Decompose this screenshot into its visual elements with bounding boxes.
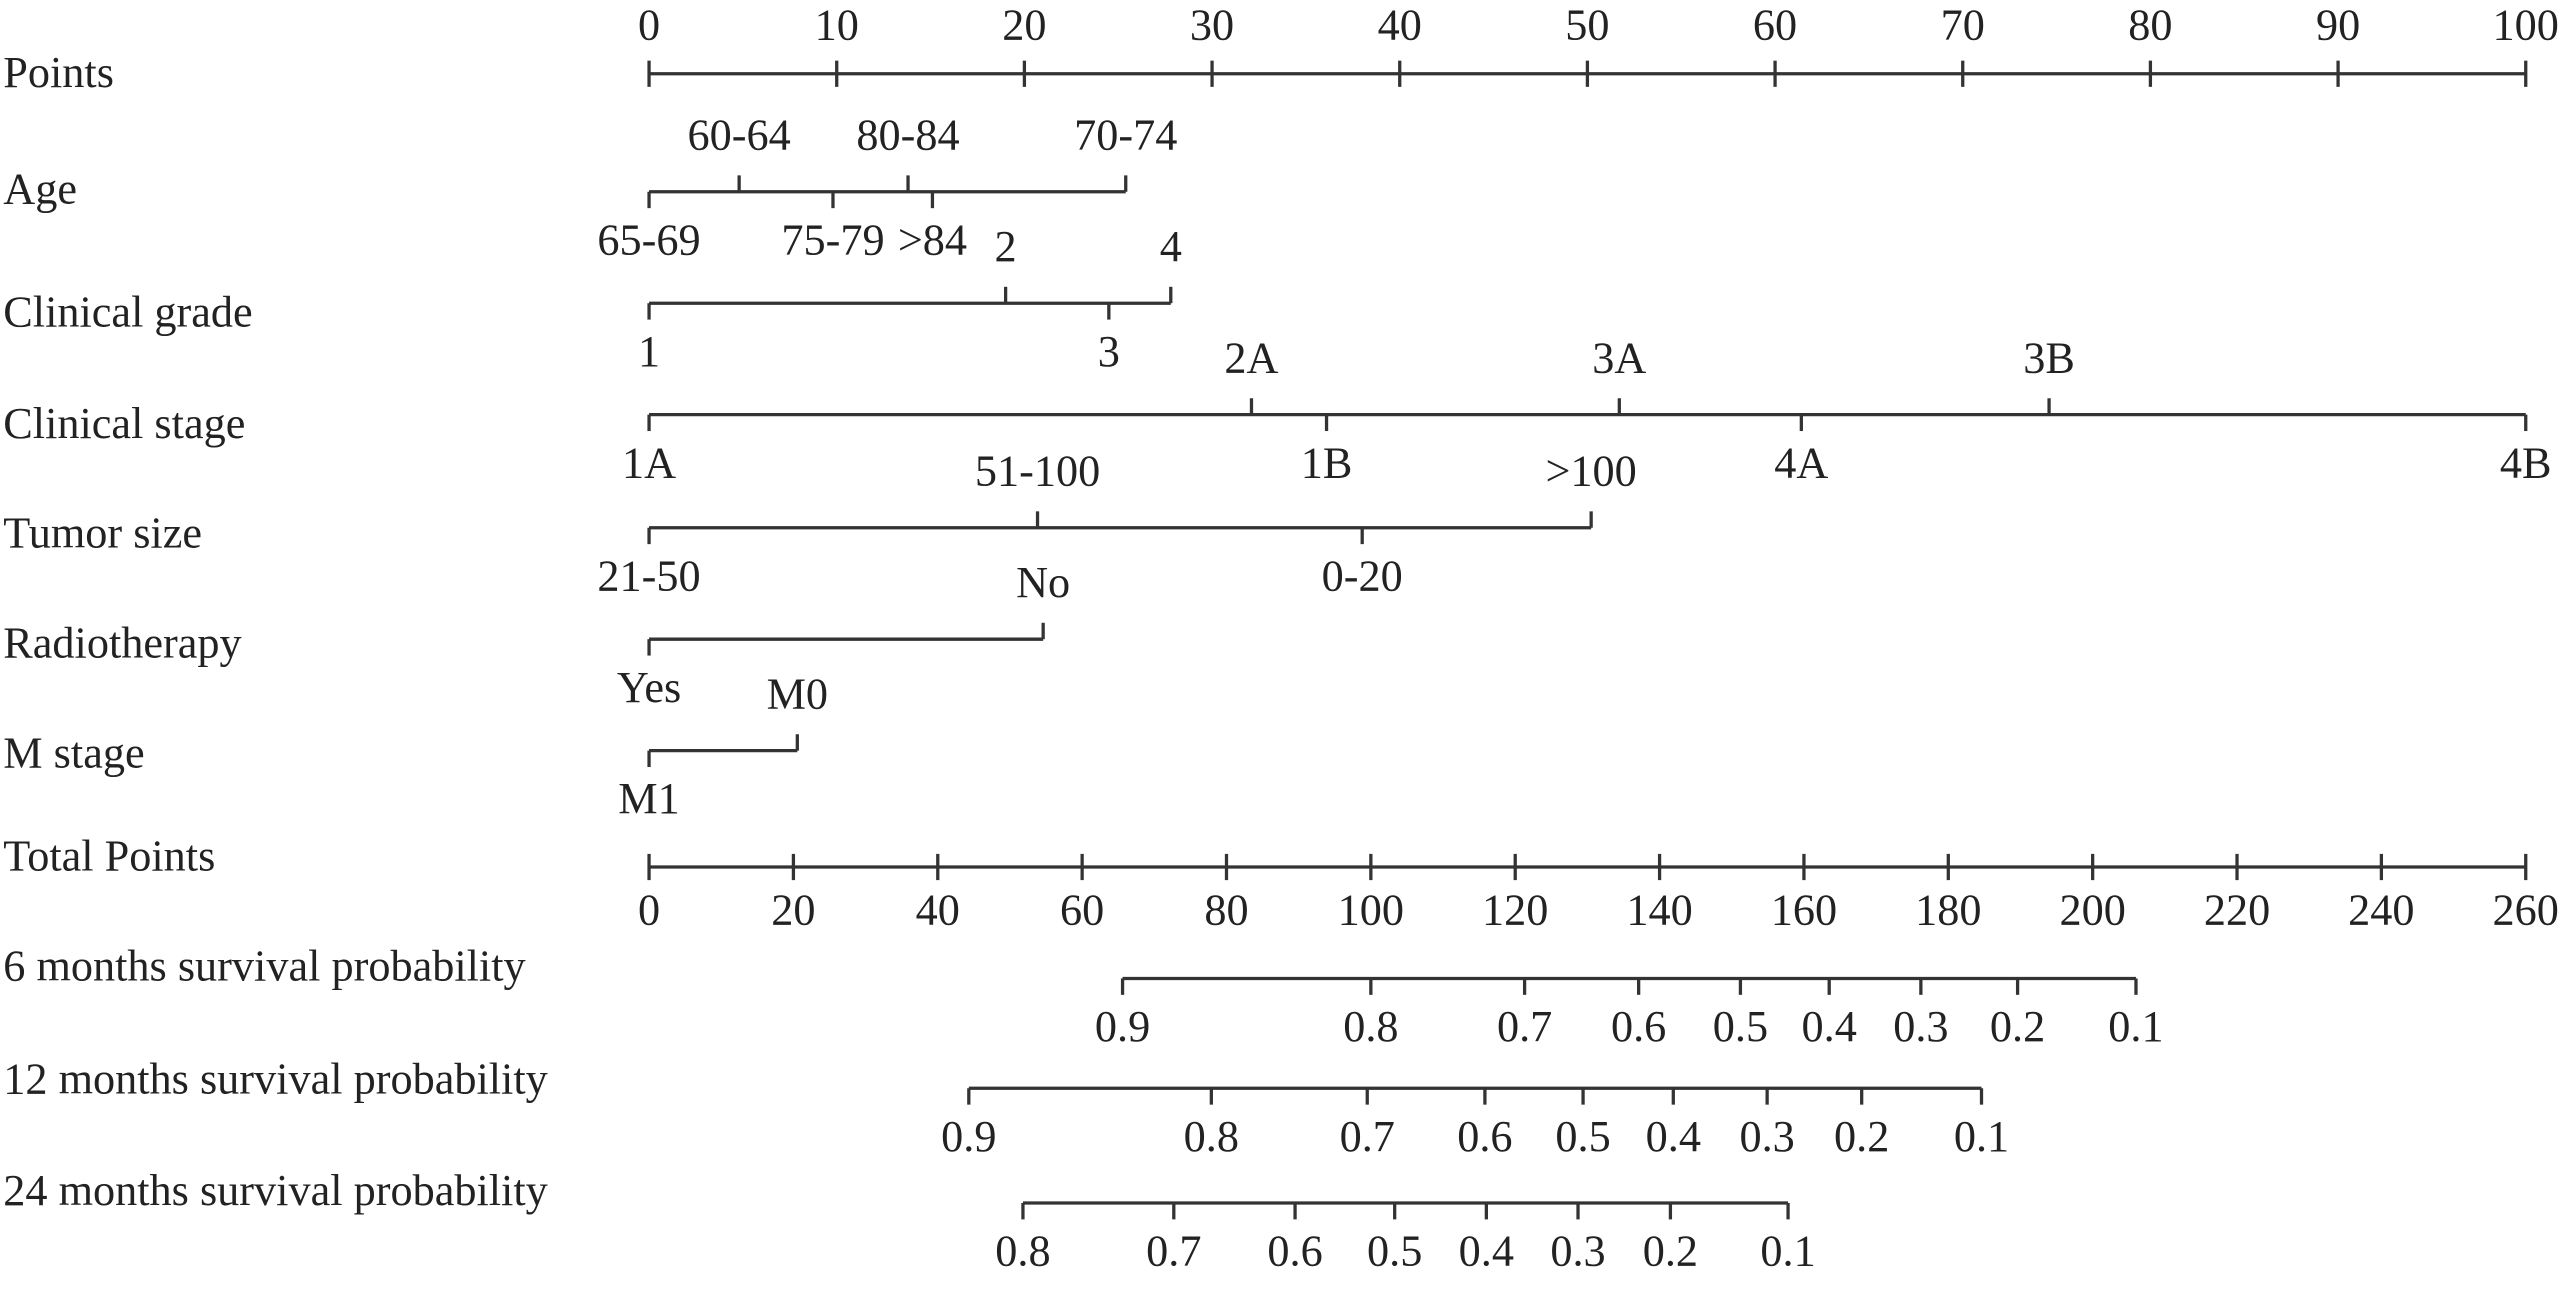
row-label: 12 months survival probability [3, 1055, 547, 1104]
probability-label: 0.1 [1760, 1227, 1815, 1276]
row-label: Total Points [3, 832, 215, 881]
probability-label: 0.8 [1343, 1002, 1398, 1051]
level-label: 3A [1592, 333, 1646, 382]
tick-label: 160 [1771, 886, 1837, 935]
level-label: 3 [1098, 327, 1120, 376]
probability-label: 0.1 [2108, 1002, 2163, 1051]
row-label: M stage [3, 728, 144, 777]
level-label: 0-20 [1322, 551, 1403, 600]
probability-label: 0.6 [1611, 1002, 1666, 1051]
probability-label: 0.7 [1146, 1227, 1201, 1276]
level-label: M1 [618, 774, 679, 823]
tick-label: 70 [1941, 1, 1985, 50]
probability-label: 0.7 [1497, 1002, 1552, 1051]
tick-label: 20 [1002, 1, 1046, 50]
level-label: 21-50 [597, 551, 700, 600]
level-label: Yes [617, 663, 681, 712]
tick-label: 220 [2204, 886, 2270, 935]
level-label: No [1016, 558, 1070, 607]
probability-label: 0.4 [1646, 1112, 1701, 1161]
tick-label: 30 [1190, 1, 1234, 50]
tick-label: 0 [638, 1, 660, 50]
tick-label: 0 [638, 886, 660, 935]
probability-label: 0.3 [1550, 1227, 1605, 1276]
tick-label: 180 [1915, 886, 1981, 935]
tick-label: 10 [815, 1, 859, 50]
row-label: Points [3, 48, 114, 97]
level-label: 4 [1160, 222, 1182, 271]
level-label: 2A [1224, 333, 1278, 382]
probability-label: 0.8 [995, 1227, 1050, 1276]
level-label: 1 [638, 327, 660, 376]
tick-label: 260 [2493, 886, 2559, 935]
level-label: M0 [767, 669, 828, 718]
level-label: 75-79 [781, 215, 884, 264]
probability-label: 0.6 [1457, 1112, 1512, 1161]
row-label: 24 months survival probability [3, 1166, 547, 1215]
row-label: Clinical stage [3, 399, 245, 448]
level-label: 80-84 [856, 110, 959, 159]
level-label: >100 [1545, 446, 1636, 495]
probability-label: 0.6 [1267, 1227, 1322, 1276]
probability-label: 0.9 [941, 1112, 996, 1161]
tick-label: 80 [2128, 1, 2172, 50]
tick-label: 120 [1482, 886, 1548, 935]
level-label: 51-100 [975, 446, 1100, 495]
tick-label: 80 [1204, 886, 1248, 935]
level-label: 1B [1301, 438, 1353, 487]
probability-label: 0.8 [1184, 1112, 1239, 1161]
tick-label: 20 [771, 886, 815, 935]
tick-label: 50 [1565, 1, 1609, 50]
probability-label: 0.4 [1459, 1227, 1514, 1276]
probability-label: 0.5 [1555, 1112, 1610, 1161]
probability-label: 0.5 [1367, 1227, 1422, 1276]
tick-label: 200 [2059, 886, 2125, 935]
tick-label: 140 [1626, 886, 1692, 935]
probability-label: 0.5 [1713, 1002, 1768, 1051]
tick-label: 90 [2316, 1, 2360, 50]
tick-label: 40 [1378, 1, 1422, 50]
level-label: >84 [898, 215, 967, 264]
probability-label: 0.9 [1095, 1002, 1150, 1051]
row-label: 6 months survival probability [3, 941, 525, 990]
probability-label: 0.4 [1802, 1002, 1857, 1051]
row-label: Radiotherapy [3, 619, 241, 668]
probability-label: 0.2 [1990, 1002, 2045, 1051]
probability-label: 0.7 [1340, 1112, 1395, 1161]
probability-label: 0.2 [1834, 1112, 1889, 1161]
row-label: Clinical grade [3, 287, 252, 336]
row-label: Tumor size [3, 509, 202, 558]
probability-label: 0.3 [1893, 1002, 1948, 1051]
probability-label: 0.1 [1954, 1112, 2009, 1161]
row-label: Age [3, 165, 77, 214]
level-label: 70-74 [1074, 110, 1177, 159]
tick-label: 60 [1753, 1, 1797, 50]
level-label: 4A [1774, 438, 1828, 487]
tick-label: 40 [916, 886, 960, 935]
tick-label: 60 [1060, 886, 1104, 935]
level-label: 1A [622, 438, 676, 487]
tick-label: 100 [2493, 1, 2559, 50]
level-label: 60-64 [688, 110, 791, 159]
level-label: 2 [995, 222, 1017, 271]
tick-label: 100 [1338, 886, 1404, 935]
level-label: 4B [2500, 438, 2552, 487]
probability-label: 0.2 [1643, 1227, 1698, 1276]
level-label: 65-69 [597, 215, 700, 264]
probability-label: 0.3 [1739, 1112, 1794, 1161]
tick-label: 240 [2348, 886, 2414, 935]
level-label: 3B [2023, 333, 2075, 382]
